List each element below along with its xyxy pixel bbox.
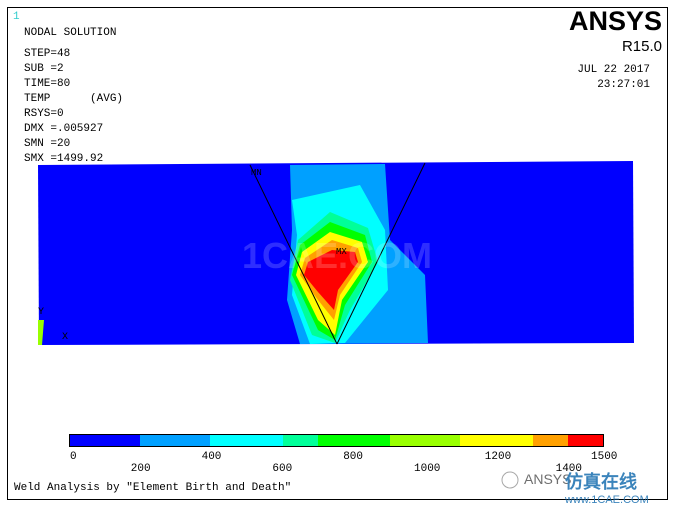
legend-swatch <box>533 435 568 446</box>
header-line: STEP=48 <box>24 48 70 60</box>
frame <box>7 7 668 500</box>
legend-tick-label: 400 <box>202 451 222 463</box>
contour-plot: MN MX Y X 1CAE.COM <box>38 161 634 345</box>
legend-tick-label: 1200 <box>485 451 511 463</box>
corner-watermark: ANSYS 仿真在线 www.1CAE.COM <box>501 471 649 506</box>
date: JUL 22 2017 <box>577 64 650 76</box>
max-label: MX <box>336 247 347 257</box>
legend-tick-label: 1000 <box>414 463 440 475</box>
legend-tick-label: 600 <box>272 463 292 475</box>
axis-triad <box>38 320 44 345</box>
header-line: TEMP (AVG) <box>24 93 123 105</box>
legend-frame <box>69 434 604 447</box>
header-line: SUB =2 <box>24 63 64 75</box>
legend-tick-label: 1500 <box>591 451 617 463</box>
legend-swatch <box>568 435 603 446</box>
min-label: MN <box>251 168 262 178</box>
legend-swatch <box>460 435 533 446</box>
header-title: NODAL SOLUTION <box>24 27 116 39</box>
legend-swatch <box>70 435 140 446</box>
legend: 0 200 400 600 800 1000 1200 1400 1500 <box>69 434 617 475</box>
logo-version: R15.0 <box>622 38 662 55</box>
legend-swatch <box>210 435 283 446</box>
legend-swatch <box>283 435 318 446</box>
corner-site-name: 仿真在线 <box>565 471 637 493</box>
axis-y-label: Y <box>38 307 44 318</box>
logo-name: ANSYS <box>569 6 662 36</box>
legend-tick-label: 0 <box>70 451 77 463</box>
watermark: 1CAE.COM <box>242 235 432 276</box>
time: 23:27:01 <box>597 79 650 91</box>
legend-tick-label: 200 <box>131 463 151 475</box>
corner-url: www.1CAE.COM <box>564 494 649 506</box>
header-line: DMX =.005927 <box>24 123 103 135</box>
legend-swatch <box>390 435 460 446</box>
window-number: 1 <box>13 11 20 23</box>
header-lines: STEP=48 SUB =2 TIME=80 TEMP (AVG) RSYS=0 DMX … <box>24 48 123 165</box>
legend-tick-label: 1400 <box>556 463 582 475</box>
corner-brand: ANSYS <box>524 471 571 487</box>
footer-title: Weld Analysis by "Element Birth and Deat… <box>14 482 291 494</box>
legend-tick-label: 800 <box>343 451 363 463</box>
header-line: SMN =20 <box>24 138 70 150</box>
groove-line <box>249 164 338 345</box>
legend-swatch <box>318 435 390 446</box>
header-line: SMX =1499.92 <box>24 153 103 165</box>
region-red <box>304 250 358 310</box>
groove-line <box>336 162 426 345</box>
legend-swatch <box>140 435 210 446</box>
wechat-icon <box>501 471 519 489</box>
header-line: TIME=80 <box>24 78 70 90</box>
axis-x-label: X <box>62 332 68 343</box>
header-line: RSYS=0 <box>24 108 64 120</box>
